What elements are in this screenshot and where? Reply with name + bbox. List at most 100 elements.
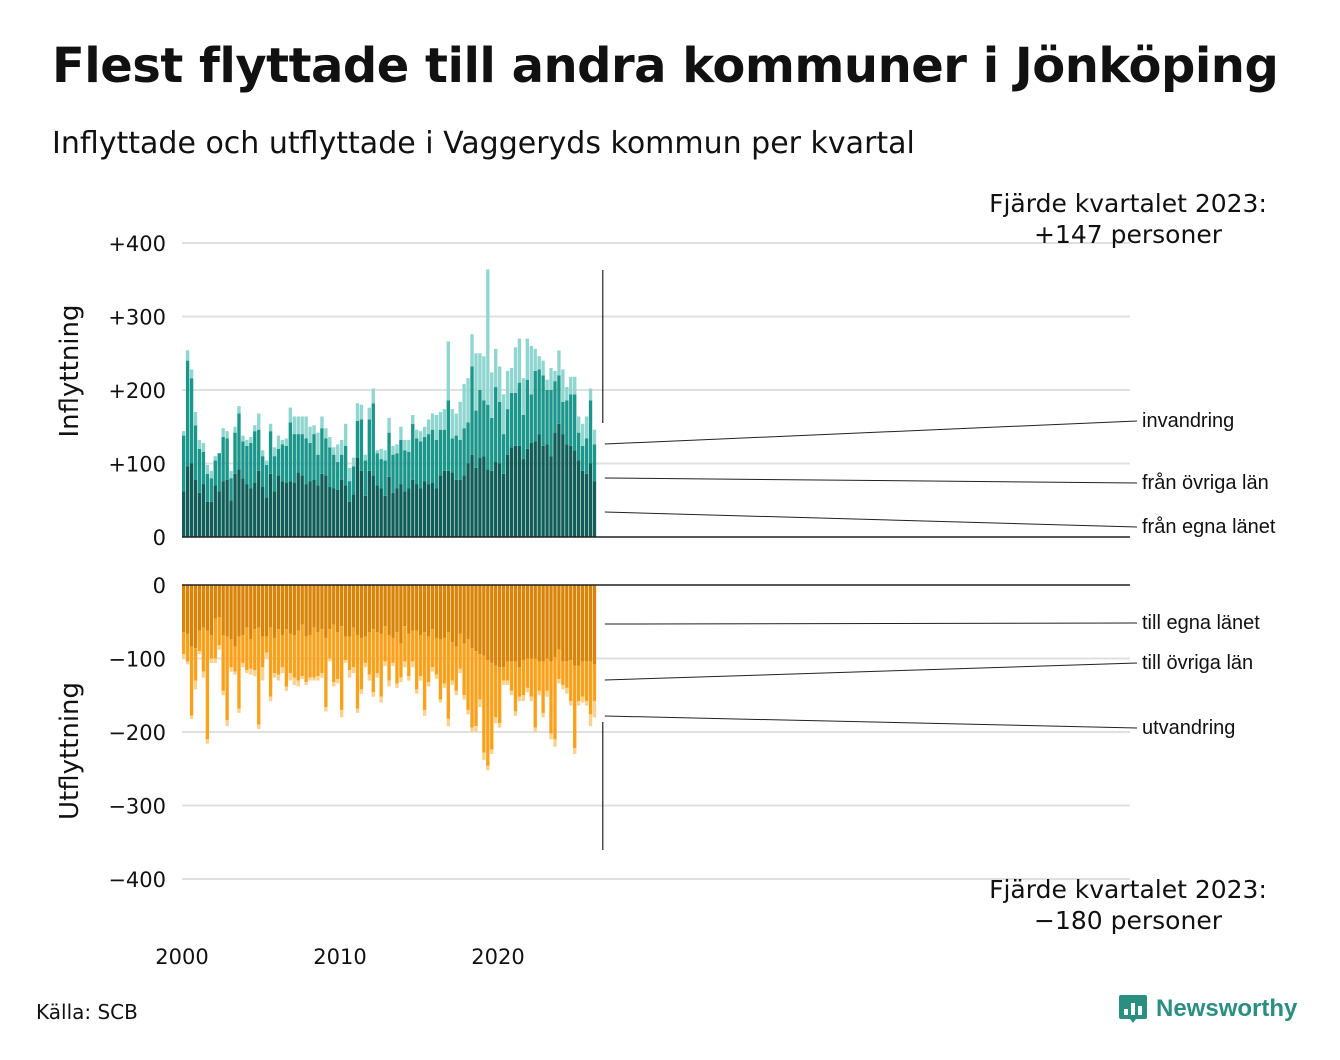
bar-segment-out [490,749,494,755]
bar-segment-in [545,444,549,537]
bar-segment-out [296,680,300,687]
bar-segment-out [588,661,593,715]
bar-segment-in [541,445,545,537]
bar-segment-out [584,585,589,662]
bar-segment-in [375,453,379,486]
bar-segment-out [399,643,403,678]
bar-segment-out [379,633,383,697]
bar-segment-in [253,482,257,537]
bar-segment-out [257,585,261,628]
bar-segment-in [280,481,285,537]
bar-segment-out [292,677,296,685]
bar-segment-in [371,475,375,537]
bar-segment-in [185,466,190,537]
chart-area: 0 +100 +200 +300 +400 0 −100 −200 −300 −400 Inflyt… [55,189,1276,969]
bar-segment-out [446,585,450,633]
bar-segment-out [458,585,462,634]
bar-segment-out [189,715,194,719]
bar-segment-in [537,369,541,435]
bar-segment-in [237,406,241,414]
bar-segment-out [565,687,569,694]
bar-segment-out [442,637,447,684]
bar-segment-out [308,677,312,681]
bar-segment-in [430,413,435,430]
bar-segment-in [446,400,450,471]
bar-segment-out [264,585,269,637]
bar-segment-in [509,447,514,537]
bar-segment-out [340,709,344,718]
bar-segment-in [264,497,269,537]
bar-segment-out [553,657,557,740]
series-label-leader [604,662,1138,681]
bar-segment-in [422,481,427,537]
bar-segment-in [501,434,506,474]
bar-segment-out [466,585,470,640]
bar-segment-in [521,414,526,460]
bar-segment-out [284,686,289,691]
bar-segment-out [509,661,514,691]
bar-segment-in [205,501,210,537]
bar-segment-in [316,485,320,537]
bar-segment-in [438,429,443,476]
bar-segment-out [221,634,225,691]
bar-segment-in [217,491,221,537]
bar-segment-out [379,696,383,703]
bar-segment-in [561,434,565,537]
annotation-top-line1: Fjärde kvartalet 2023: [989,189,1267,218]
bar-segment-in [584,438,589,474]
bar-segment-out [422,632,427,710]
bar-segment-out [217,617,221,646]
bar-segment-in [482,356,486,401]
bar-segment-in [336,462,340,490]
bar-segment-out [549,733,553,740]
bar-segment-out [482,752,486,760]
bar-segment-in [363,495,368,537]
bar-segment-in [430,429,435,483]
bar-segment-out [241,634,245,663]
bar-segment-in [490,470,494,537]
bar-segment-out [486,765,490,771]
bar-segment-out [336,585,340,633]
bar-segment-out [407,633,411,677]
bar-segment-in [584,416,589,439]
bar-segment-out [592,585,597,665]
brand-name: Newsworthy [1156,995,1298,1022]
bar-segment-out [438,639,443,700]
y-tick-label-upper: +400 [108,232,166,256]
bar-segment-out [588,585,593,662]
bar-segment-in [261,456,265,488]
y-tick-label-lower: 0 [153,574,166,598]
bar-segment-out [245,670,249,674]
bar-segment-out [434,674,439,680]
bar-segment-out [237,636,241,709]
bar-segment-out [304,636,308,683]
bar-segment-out [517,696,522,702]
bar-segment-in [446,341,450,401]
bar-segment-out [549,661,553,734]
bar-segment-in [474,467,478,537]
bar-segment-in [580,445,585,471]
bar-segment-in [415,438,419,485]
bar-segment-out [253,629,257,671]
bar-segment-in [336,489,340,537]
y-tick-label-upper: 0 [153,526,166,550]
bar-segment-out [280,585,285,635]
bar-segment-out [249,668,253,675]
bar-segment-out [300,676,304,680]
bar-segment-out [430,585,435,630]
bar-segment-out [395,683,399,688]
bar-segment-in [466,463,470,537]
bar-segment-in [553,381,557,433]
bar-segment-in [355,420,360,458]
bar-segment-out [324,637,328,708]
bar-segment-in [505,370,510,410]
bar-segment-out [221,690,225,696]
bar-segment-out [316,676,320,681]
bar-segment-in [565,444,569,537]
bar-segment-in [470,366,474,455]
bar-segment-in [557,350,561,376]
bar-segment-in [549,456,553,537]
bar-segment-out [553,739,557,747]
bar-segment-out [261,585,265,637]
bar-segment-in [257,413,261,430]
